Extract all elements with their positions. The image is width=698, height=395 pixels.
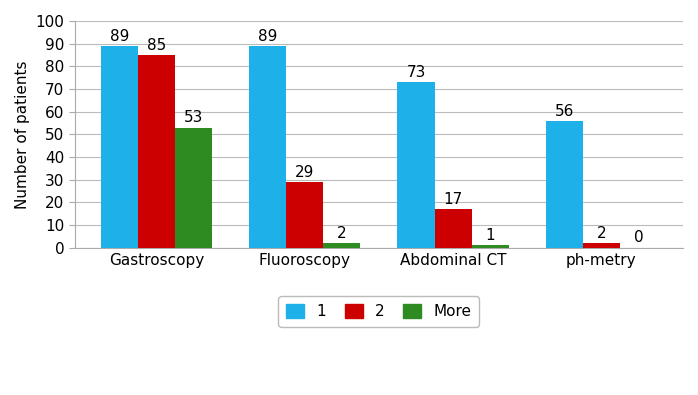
Bar	[101, 46, 138, 248]
Text: 89: 89	[258, 29, 277, 44]
Text: 17: 17	[443, 192, 463, 207]
Bar	[323, 243, 360, 248]
Bar	[286, 182, 323, 248]
Bar	[435, 209, 472, 248]
Y-axis label: Number of patients: Number of patients	[15, 60, 30, 209]
Bar	[249, 46, 286, 248]
Text: 2: 2	[337, 226, 347, 241]
Text: 53: 53	[184, 110, 203, 125]
Bar	[472, 246, 509, 248]
Text: 0: 0	[634, 231, 644, 246]
Bar	[583, 243, 620, 248]
Bar	[138, 55, 175, 248]
Text: 73: 73	[406, 65, 426, 80]
Bar	[175, 128, 212, 248]
Bar	[397, 82, 435, 248]
Legend: 1, 2, More: 1, 2, More	[279, 296, 480, 327]
Text: 29: 29	[295, 165, 314, 180]
Text: 2: 2	[597, 226, 607, 241]
Text: 56: 56	[555, 103, 574, 118]
Text: 85: 85	[147, 38, 166, 53]
Text: 89: 89	[110, 29, 129, 44]
Bar	[546, 121, 583, 248]
Text: 1: 1	[485, 228, 495, 243]
